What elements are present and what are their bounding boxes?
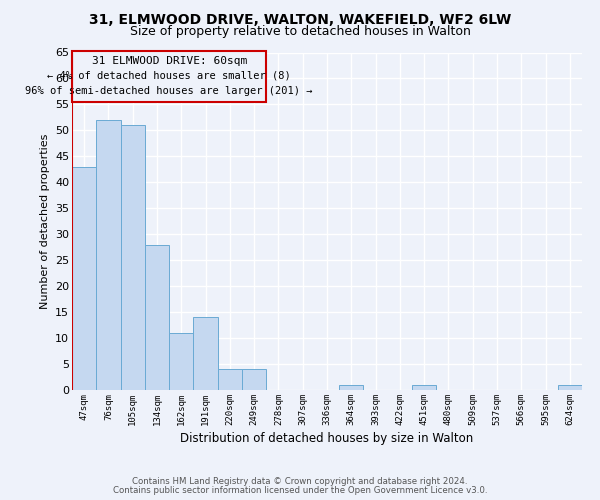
Bar xyxy=(218,369,242,390)
Text: Contains HM Land Registry data © Crown copyright and database right 2024.: Contains HM Land Registry data © Crown c… xyxy=(132,477,468,486)
Bar xyxy=(121,125,145,390)
Bar xyxy=(145,244,169,390)
Bar xyxy=(339,385,364,390)
Bar xyxy=(72,52,266,102)
Text: 96% of semi-detached houses are larger (201) →: 96% of semi-detached houses are larger (… xyxy=(25,86,313,97)
Bar xyxy=(412,385,436,390)
Bar xyxy=(193,318,218,390)
Bar xyxy=(242,369,266,390)
X-axis label: Distribution of detached houses by size in Walton: Distribution of detached houses by size … xyxy=(181,432,473,445)
Bar xyxy=(558,385,582,390)
Bar xyxy=(72,166,96,390)
Text: 31 ELMWOOD DRIVE: 60sqm: 31 ELMWOOD DRIVE: 60sqm xyxy=(92,56,247,66)
Text: Contains public sector information licensed under the Open Government Licence v3: Contains public sector information licen… xyxy=(113,486,487,495)
Text: Size of property relative to detached houses in Walton: Size of property relative to detached ho… xyxy=(130,25,470,38)
Y-axis label: Number of detached properties: Number of detached properties xyxy=(40,134,50,309)
Text: ← 4% of detached houses are smaller (8): ← 4% of detached houses are smaller (8) xyxy=(47,71,291,81)
Text: 31, ELMWOOD DRIVE, WALTON, WAKEFIELD, WF2 6LW: 31, ELMWOOD DRIVE, WALTON, WAKEFIELD, WF… xyxy=(89,12,511,26)
Bar xyxy=(169,333,193,390)
Bar xyxy=(96,120,121,390)
